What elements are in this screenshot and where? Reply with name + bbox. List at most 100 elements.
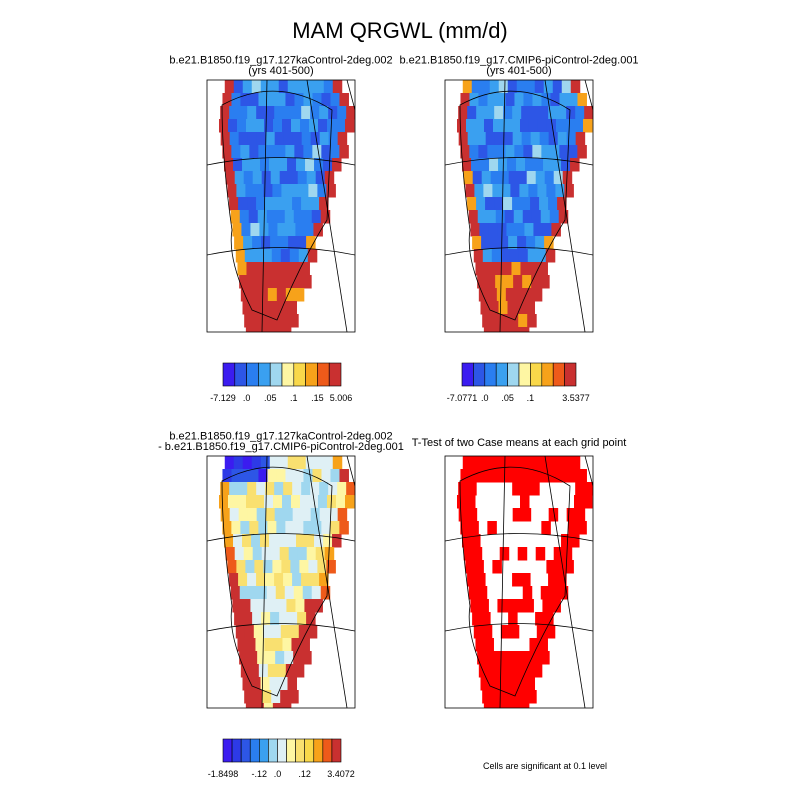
grid-cell <box>251 301 262 315</box>
grid-cell <box>261 547 272 561</box>
grid-cell <box>236 560 246 574</box>
grid-cell <box>302 210 313 224</box>
map-frame <box>206 79 356 333</box>
grid-cell <box>467 508 478 522</box>
grid-cell <box>544 171 555 185</box>
grid-cell <box>558 586 569 600</box>
grid-cell <box>491 249 502 263</box>
grid-cell <box>265 482 275 496</box>
grid-cell <box>521 197 531 211</box>
grid-cell <box>553 547 564 561</box>
grid-cell <box>476 106 486 120</box>
colorbar-label: .1 <box>290 393 298 403</box>
grid-cell <box>260 301 271 315</box>
grid-cell <box>281 703 292 708</box>
grid-cell <box>512 482 522 496</box>
grid-cell <box>257 275 267 289</box>
grid-cell <box>522 210 533 224</box>
grid-cell <box>500 625 511 639</box>
grid-cell <box>247 482 257 496</box>
grid-cell <box>251 456 262 470</box>
grid-cell <box>299 119 310 133</box>
grid-cell <box>577 145 587 159</box>
grid-cell <box>319 106 329 120</box>
grid-cell <box>487 288 498 302</box>
grid-cell <box>489 456 500 470</box>
grid-cell <box>235 249 246 263</box>
grid-cell <box>538 638 548 652</box>
grid-cell <box>520 262 530 276</box>
grid-cell <box>509 690 519 704</box>
grid-cell <box>288 236 298 250</box>
grid-cell <box>234 612 244 626</box>
grid-cell <box>517 171 528 185</box>
grid-cell <box>300 638 310 652</box>
grid-cell <box>498 456 509 470</box>
grid-cell <box>462 534 472 548</box>
grid-cell <box>522 586 533 600</box>
grid-cell <box>242 80 253 94</box>
grid-cell <box>283 508 294 522</box>
grid-cell <box>305 534 315 548</box>
grid-cell <box>224 80 235 94</box>
grid-cell <box>230 586 241 600</box>
grid-cell <box>584 106 593 120</box>
grid-cell <box>274 482 284 496</box>
grid-cell <box>269 301 280 315</box>
grid-cell <box>485 106 495 120</box>
map-panel <box>206 455 356 709</box>
grid-cell <box>483 327 494 332</box>
colorbar-label: -1.8498 <box>208 769 239 779</box>
colorbar-box <box>246 362 259 387</box>
grid-cell <box>523 288 534 302</box>
grid-cell <box>460 521 470 535</box>
grid-cell <box>234 171 245 185</box>
colorbar-box <box>281 362 295 387</box>
coastline <box>459 466 571 697</box>
grid-cell <box>285 469 295 483</box>
panel-title: T-Test of two Case means at each grid po… <box>412 437 627 449</box>
grid-cell <box>548 106 558 120</box>
grid-cell <box>248 275 258 289</box>
grid-cell <box>337 508 348 522</box>
grid-cell <box>265 508 276 522</box>
grid-cell <box>304 223 314 237</box>
grid-cell <box>271 314 281 328</box>
grid-cell <box>313 223 323 237</box>
grid-cell <box>568 145 578 159</box>
grid-cell <box>519 184 529 198</box>
grid-cell <box>525 677 536 691</box>
grid-cell <box>474 184 484 198</box>
grid-cell <box>236 184 246 198</box>
grid-cell <box>496 145 506 159</box>
grid-cell <box>287 158 297 172</box>
grid-cell <box>516 301 527 315</box>
grid-cell <box>525 158 535 172</box>
grid-cell <box>532 288 543 302</box>
grid-cell <box>249 93 259 107</box>
grid-cell <box>272 495 283 509</box>
grid-cell <box>248 210 259 224</box>
grid-cell <box>558 210 569 224</box>
grid-cell <box>293 210 304 224</box>
grid-cell <box>321 145 331 159</box>
grid-cell <box>326 560 336 574</box>
grid-cell <box>274 132 285 146</box>
colorbar-box <box>304 738 315 763</box>
grid-cell <box>251 677 262 691</box>
grid-cell <box>251 158 261 172</box>
grid-cell <box>469 521 479 535</box>
colorbar-box <box>258 362 271 387</box>
colorbar-label: .1 <box>527 393 535 403</box>
grid-cell <box>236 119 247 133</box>
grid-cell <box>280 314 290 328</box>
grid-cell <box>332 456 343 470</box>
colorbar-label: .0 <box>274 769 282 779</box>
grid-cell <box>524 223 534 237</box>
grid-cell <box>539 132 550 146</box>
grid-cell <box>240 145 250 159</box>
colorbar-label: 3.5377 <box>562 393 590 403</box>
grid-cell <box>323 456 334 470</box>
grid-cell <box>278 80 289 94</box>
grid-cell <box>279 612 289 626</box>
